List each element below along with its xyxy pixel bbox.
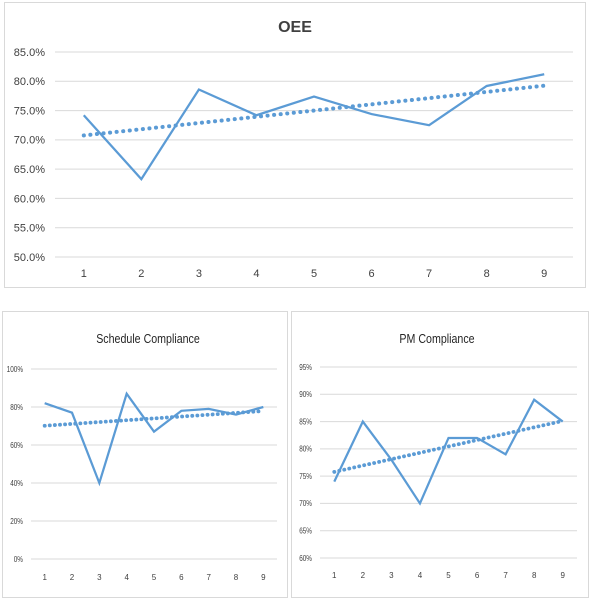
data-point — [333, 480, 335, 482]
y-tick-label: 80.0% — [14, 76, 45, 88]
x-tick-label: 8 — [234, 573, 239, 582]
y-tick-label: 80% — [10, 402, 23, 412]
data-point — [504, 453, 506, 455]
oee-chart-panel: OEE 50.0% 55.0% 60.0% 65.0% 70.0% 75.0% 80.0% 85… — [4, 2, 586, 288]
y-tick-label: 40% — [10, 478, 23, 488]
y-tick-label: 0% — [14, 554, 24, 564]
y-tick-label: 60.0% — [14, 193, 45, 205]
data-point — [562, 420, 564, 422]
x-tick-label: 6 — [475, 571, 480, 580]
y-tick-label: 70.0% — [14, 135, 45, 147]
x-tick-label: 2 — [70, 573, 75, 582]
y-tick-label: 70% — [299, 498, 312, 508]
y-tick-label: 95% — [299, 362, 312, 372]
x-tick-label: 4 — [253, 268, 259, 280]
data-point — [198, 88, 200, 90]
y-tick-label: 60% — [299, 553, 312, 563]
chart-title: OEE — [278, 19, 312, 36]
x-tick-label: 3 — [97, 573, 102, 582]
data-point — [370, 113, 372, 115]
oee-chart: OEE50.0%55.0%60.0%65.0%70.0%75.0%80.0%85… — [14, 19, 573, 280]
data-point — [98, 482, 100, 484]
trendline — [81, 83, 547, 138]
x-tick-label: 1 — [81, 268, 87, 280]
data-point — [485, 85, 487, 87]
y-tick-label: 65% — [299, 526, 312, 536]
x-tick-label: 1 — [42, 573, 47, 582]
data-point — [235, 413, 237, 415]
x-tick-label: 6 — [368, 268, 374, 280]
x-tick-label: 8 — [484, 268, 490, 280]
data-point — [447, 437, 449, 439]
x-tick-label: 7 — [426, 268, 432, 280]
y-tick-label: 75% — [299, 471, 312, 481]
x-tick-label: 6 — [179, 573, 184, 582]
chart-title: PM Compliance — [399, 331, 475, 346]
data-point — [313, 95, 315, 97]
data-point — [180, 410, 182, 412]
x-tick-label: 1 — [332, 571, 337, 580]
x-tick-label: 5 — [446, 571, 451, 580]
data-point — [390, 459, 392, 461]
y-tick-label: 75.0% — [14, 105, 45, 117]
data-point — [428, 124, 430, 126]
pm-compliance-chart: PM Compliance 60% 65% 70% 75% 80% 85% 90% 95% 1 2 3… — [299, 331, 577, 580]
x-tick-label: 3 — [389, 571, 394, 580]
x-tick-label: 9 — [541, 268, 547, 280]
data-point — [153, 431, 155, 433]
y-tick-label: 55.0% — [14, 223, 45, 235]
y-tick-label: 100% — [7, 364, 24, 374]
series-line — [82, 73, 545, 181]
data-point — [543, 73, 545, 75]
chart-title: Schedule Compliance — [96, 331, 200, 346]
x-tick-label: 7 — [206, 573, 211, 582]
x-tick-label: 4 — [124, 573, 129, 582]
data-point — [255, 114, 257, 116]
x-tick-label: 2 — [361, 571, 366, 580]
x-tick-label: 5 — [152, 573, 157, 582]
data-point — [262, 406, 264, 408]
data-point — [419, 502, 421, 504]
x-tick-label: 5 — [311, 268, 317, 280]
data-point — [125, 393, 127, 395]
schedule-compliance-chart-panel: Schedule Compliance 0% 20% 40% 60% 80% 100% 1 2 3… — [2, 311, 288, 598]
data-point — [476, 437, 478, 439]
data-point — [207, 408, 209, 410]
data-point — [71, 412, 73, 414]
x-tick-label: 9 — [261, 573, 266, 582]
pm-compliance-chart-panel: PM Compliance 60% 65% 70% 75% 80% 85% 90% 95% 1 2 3… — [291, 311, 589, 598]
x-tick-label: 8 — [532, 571, 537, 580]
schedule-compliance-chart: Schedule Compliance 0% 20% 40% 60% 80% 100% 1 2 3… — [7, 331, 277, 582]
y-tick-label: 85.0% — [14, 47, 45, 59]
x-tick-label: 9 — [560, 571, 565, 580]
y-tick-label: 20% — [10, 516, 23, 526]
data-point — [533, 399, 535, 401]
x-tick-label: 4 — [418, 571, 423, 580]
y-tick-label: 60% — [10, 440, 23, 450]
data-point — [140, 178, 142, 180]
y-tick-label: 90% — [299, 389, 312, 399]
x-tick-label: 2 — [138, 268, 144, 280]
x-tick-label: 3 — [196, 268, 202, 280]
series-line — [333, 398, 564, 506]
trendline — [332, 419, 565, 474]
data-point — [83, 114, 85, 116]
data-point — [43, 402, 45, 404]
y-tick-label: 65.0% — [14, 164, 45, 176]
y-tick-label: 50.0% — [14, 252, 45, 264]
y-tick-label: 85% — [299, 417, 312, 427]
x-tick-label: 7 — [503, 571, 508, 580]
series-line — [44, 391, 264, 487]
y-tick-label: 80% — [299, 444, 312, 454]
data-point — [362, 420, 364, 422]
